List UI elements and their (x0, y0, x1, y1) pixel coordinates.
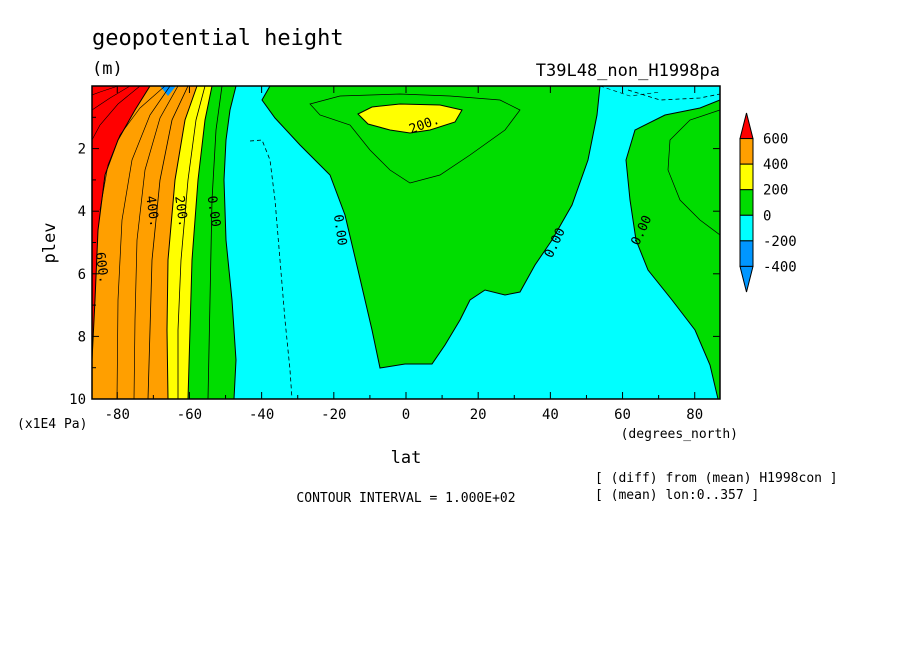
y-tick-label: 10 (69, 392, 86, 408)
x-axis-label: lat (391, 448, 422, 468)
x-tick-label: 20 (470, 407, 487, 423)
y-tick-label: 4 (78, 204, 86, 220)
x-tick-label: 60 (614, 407, 631, 423)
colorbar-box (739, 163, 754, 191)
x-axis-units: (degrees_north) (621, 427, 738, 442)
colorbar-box (739, 189, 754, 216)
x-tick-label: -40 (249, 407, 274, 423)
contour-label-text: 0.00 (330, 214, 349, 247)
contour-label-text: 400. (142, 195, 161, 228)
colorbar-label: 600 (763, 132, 788, 148)
x-tick-label: 0 (402, 407, 410, 423)
fill-equator-200 (358, 104, 462, 133)
fill-negative-0 (224, 86, 720, 399)
contour-label-text: 0.00 (204, 195, 223, 228)
contour-label: 600. (92, 251, 111, 284)
colorbar-box (739, 240, 754, 267)
x-tick-label: 40 (542, 407, 559, 423)
chart-units: (m) (92, 59, 123, 79)
colorbar-label: -200 (763, 234, 797, 250)
diff-note: [ (diff) from (mean) H1998con ] (595, 471, 838, 486)
experiment-label: T39L48_non_H1998pa (536, 61, 720, 81)
contour-label: 200. (171, 195, 190, 228)
colorbar-box (739, 138, 754, 165)
colorbar-label: 400 (763, 157, 788, 173)
contour-label: 0.00 (330, 214, 349, 247)
y-tick-label: 6 (78, 267, 86, 283)
fill-blue-hint (160, 86, 176, 96)
colorbar: 600 400 200 0 -200 -400 (739, 112, 797, 293)
x-tick-label: -80 (105, 407, 130, 423)
x-tick-label: -60 (177, 407, 202, 423)
chart-title: geopotential height (92, 26, 344, 51)
contour-interval-text: CONTOUR INTERVAL = 1.000E+02 (296, 491, 515, 506)
contour-label: 0.00 (204, 195, 223, 228)
x-axis: -80 -60 -40 -20 0 20 40 60 80 (105, 86, 703, 423)
colorbar-label: 200 (763, 183, 788, 199)
colorbar-bottom-triangle (739, 265, 754, 293)
colorbar-box (739, 214, 754, 242)
mean-note: [ (mean) lon:0..357 ] (595, 488, 759, 503)
y-axis-label: plev (40, 223, 60, 264)
contour-label-text: 200. (171, 195, 190, 228)
x-tick-label: 80 (686, 407, 703, 423)
contour-lines (92, 86, 720, 399)
y-axis-units: (x1E4 Pa) (17, 417, 87, 432)
y-tick-label: 2 (78, 142, 86, 158)
fill-400-600 (92, 86, 197, 399)
x-tick-label: -20 (321, 407, 346, 423)
fill-600-plus (92, 86, 150, 360)
colorbar-top-triangle (739, 112, 754, 140)
y-axis: 2 4 6 8 10 (69, 116, 720, 408)
colorbar-label: -400 (763, 259, 797, 275)
colorbar-label: 0 (763, 208, 771, 224)
contour-label-text: 600. (92, 251, 111, 284)
y-tick-label: 8 (78, 329, 86, 345)
contour-label: 400. (142, 195, 161, 228)
